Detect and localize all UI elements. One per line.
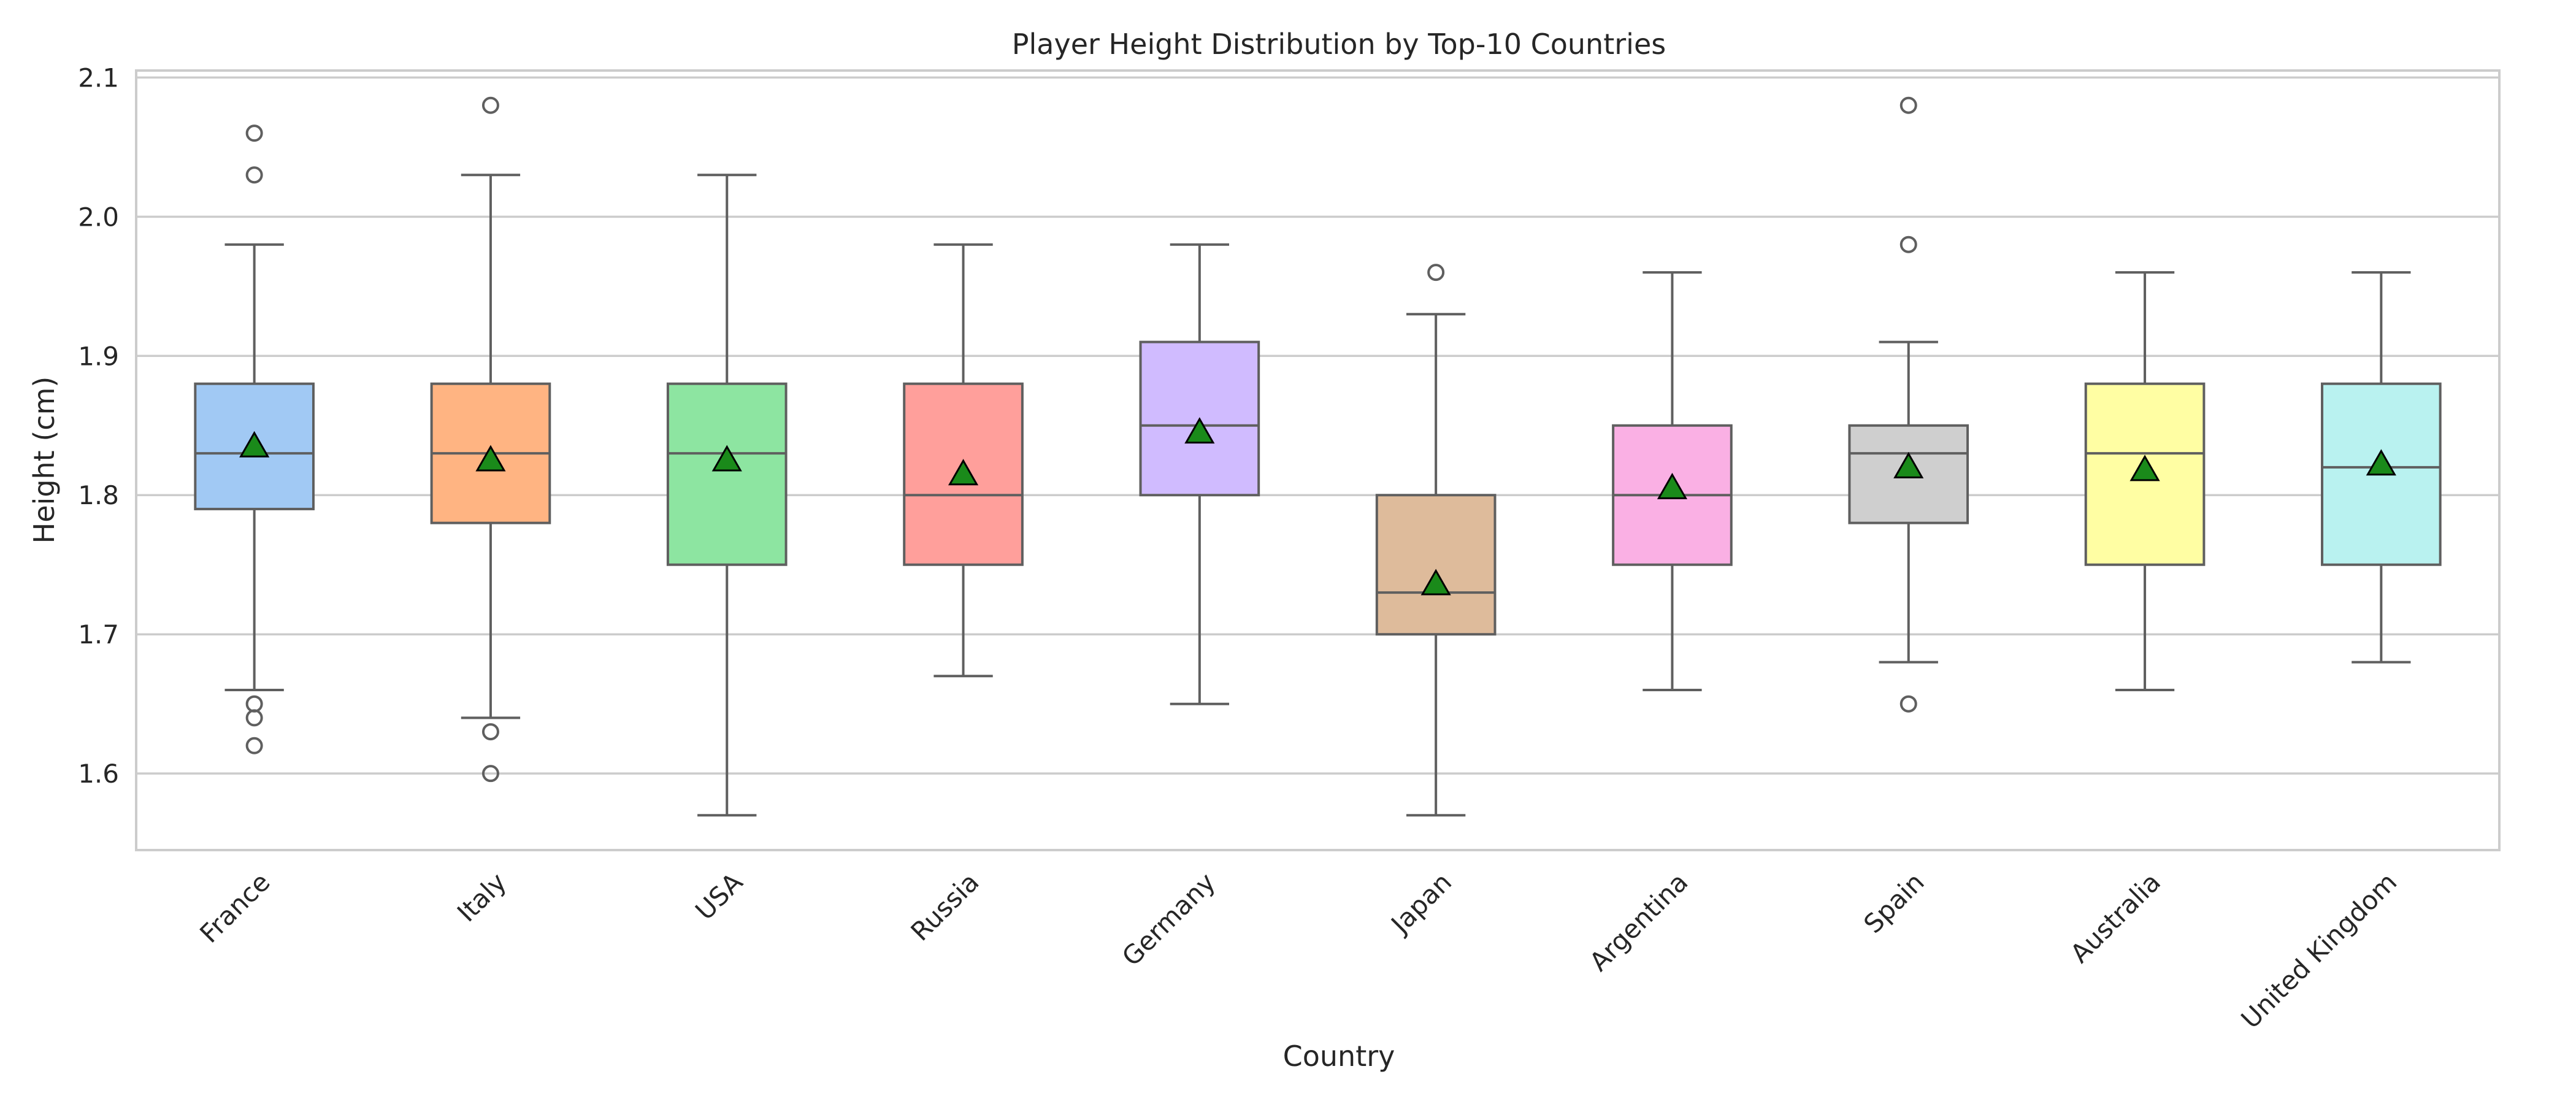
mean-marker [239, 431, 270, 458]
mean-marker [711, 445, 742, 472]
outlier-point [1427, 264, 1445, 282]
x-tick-labels: France Italy USA Russia Germany Japan Argentin… [194, 867, 2402, 1034]
outlier-point [1899, 236, 1917, 253]
outlier-point [245, 695, 263, 713]
outlier-point [245, 125, 263, 142]
boxes [194, 96, 2442, 817]
mean-marker [475, 445, 506, 472]
box-group [194, 125, 315, 754]
box-group [903, 243, 1024, 678]
x-tick-label: Australia [2064, 867, 2166, 968]
y-tick-label: 1.9 [78, 341, 119, 371]
x-tick-label: Spain [1858, 867, 1930, 939]
iqr-box [666, 382, 788, 566]
x-tick-label: Germany [1116, 867, 1221, 972]
y-tick-label: 2.0 [78, 202, 119, 232]
mean-marker [1184, 417, 1215, 444]
y-tick-label: 2.1 [78, 63, 119, 93]
mean-marker [1893, 451, 1924, 478]
outlier-point [481, 723, 499, 741]
mean-marker [1420, 569, 1451, 596]
iqr-box [1375, 494, 1497, 636]
x-tick-label: Italy [451, 867, 512, 927]
mean-marker [948, 459, 979, 486]
outlier-point [481, 96, 499, 114]
chart-title: Player Height Distribution by Top-10 Cou… [1012, 28, 1666, 61]
box-group [1612, 271, 1733, 691]
x-tick-label: United Kingdom [2235, 867, 2402, 1034]
outlier-point [1899, 695, 1917, 713]
x-axis-label: Country [1283, 1040, 1395, 1073]
mean-marker [2129, 454, 2160, 481]
y-axis-label: Height (cm) [28, 377, 61, 544]
y-tick-label: 1.8 [78, 480, 119, 510]
box-group [430, 96, 551, 783]
box-group [2321, 271, 2442, 664]
outlier-point [1899, 96, 1917, 114]
outlier-point [245, 166, 263, 184]
x-tick-label: Japan [1384, 867, 1458, 940]
mean-marker [1657, 472, 1688, 499]
box-group [1139, 243, 1260, 705]
y-tick-label: 1.6 [78, 759, 119, 789]
box-group [2084, 271, 2206, 691]
x-tick-label: Russia [905, 867, 984, 946]
outlier-point [245, 737, 263, 754]
outlier-point [481, 765, 499, 783]
box-group [666, 174, 788, 817]
x-tick-label: Argentina [1584, 867, 1694, 977]
x-tick-label: France [194, 867, 275, 948]
x-tick-label: USA [689, 867, 748, 926]
box-group [1375, 264, 1497, 817]
mean-marker [2366, 449, 2396, 476]
y-tick-labels: 1.6 1.7 1.8 1.9 2.0 2.1 [78, 63, 119, 789]
box-group [1848, 96, 1969, 713]
y-tick-label: 1.7 [78, 619, 119, 650]
